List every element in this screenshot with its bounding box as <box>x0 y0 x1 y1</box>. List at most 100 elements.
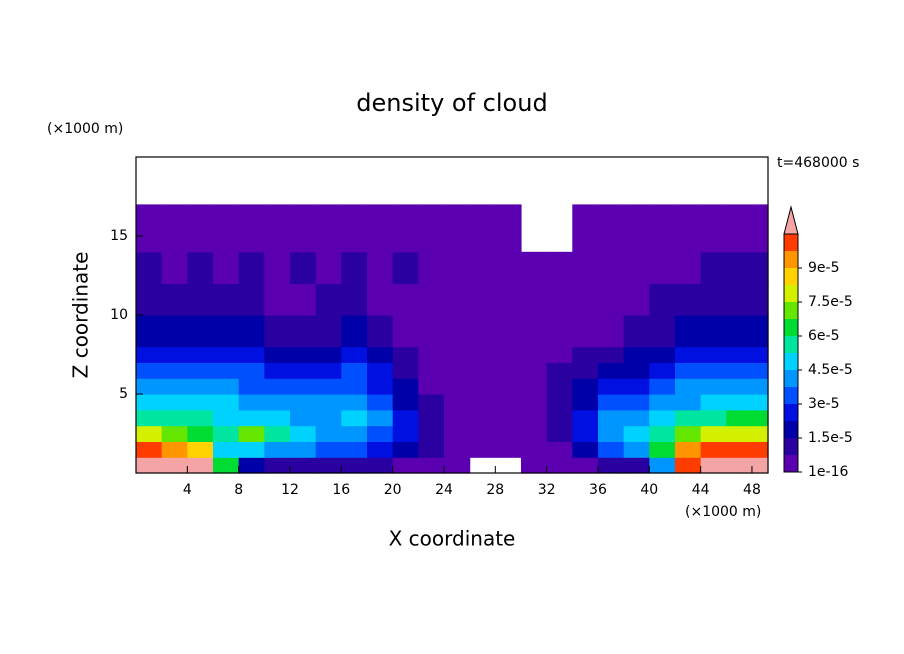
contour-cell <box>212 362 240 379</box>
contour-cell <box>418 283 445 316</box>
contour-cell <box>264 204 291 253</box>
contour-cell <box>366 362 394 379</box>
contour-cell <box>341 425 368 442</box>
contour-cell <box>136 362 163 379</box>
contour-cell <box>161 457 188 474</box>
contour-cell <box>726 251 753 284</box>
contour-cell <box>136 378 163 395</box>
contour-cell <box>726 346 753 363</box>
contour-cell <box>700 315 727 348</box>
contour-cell <box>392 362 419 379</box>
contour-cell <box>187 315 214 348</box>
contour-cell <box>136 346 163 363</box>
contour-cell <box>443 425 471 442</box>
contour-cell <box>674 394 702 411</box>
contour-cell <box>187 283 214 316</box>
contour-cell <box>751 204 769 253</box>
contour-cell <box>726 394 753 411</box>
contour-cell <box>495 283 522 316</box>
contour-cell <box>623 204 650 253</box>
contour-cell <box>264 362 291 379</box>
contour-cell <box>418 441 445 458</box>
contour-cell <box>264 457 291 474</box>
contour-cell <box>649 283 676 316</box>
contour-cell <box>674 425 702 442</box>
contour-cell <box>469 204 496 253</box>
colorbar-tick-label: 6e-5 <box>808 328 839 344</box>
contour-cell <box>392 204 419 253</box>
contour-cell <box>315 283 342 316</box>
contour-cell <box>674 378 702 395</box>
x-tick-label: 24 <box>435 482 453 498</box>
contour-cell <box>649 425 676 442</box>
contour-cell <box>392 315 419 348</box>
contour-cell <box>495 346 522 363</box>
contour-cell <box>597 251 625 284</box>
contour-cell <box>649 346 676 363</box>
contour-cell <box>469 251 496 284</box>
y-unit: (×1000 m) <box>47 121 123 137</box>
chart-title: density of cloud <box>356 89 547 117</box>
colorbar-tick-label: 1e-16 <box>808 464 848 480</box>
colorbar-band <box>784 319 798 336</box>
contour-cell <box>341 378 368 395</box>
colorbar-band <box>784 455 798 472</box>
contour-cell <box>238 409 265 427</box>
contour-cell <box>700 204 727 253</box>
contour-cell <box>572 409 599 427</box>
contour-cell <box>289 441 317 458</box>
contour-cell <box>289 346 317 363</box>
x-tick-label: 8 <box>234 482 243 498</box>
contour-cell <box>572 283 599 316</box>
contour-cell <box>520 441 548 458</box>
contour-cell <box>443 457 471 474</box>
contour-cell <box>264 346 291 363</box>
contour-cell <box>212 251 240 284</box>
contour-cell <box>623 457 650 474</box>
contour-cell <box>700 425 727 442</box>
contour-cell <box>520 315 548 348</box>
contour-cell <box>341 346 368 363</box>
contour-cell <box>418 315 445 348</box>
contour-cell <box>700 441 727 458</box>
contour-cell <box>597 409 625 427</box>
contour-cell <box>187 425 214 442</box>
contour-cell <box>341 315 368 348</box>
contour-cell <box>546 346 573 363</box>
colorbar-band <box>784 387 798 404</box>
contour-cell <box>187 457 214 474</box>
contour-cell <box>212 378 240 395</box>
contour-cell <box>341 457 368 474</box>
contour-cell <box>366 409 394 427</box>
contour-cell <box>264 283 291 316</box>
contour-cell <box>366 346 394 363</box>
contour-cell <box>597 441 625 458</box>
contour-cell <box>726 457 753 474</box>
contour-cell <box>341 362 368 379</box>
colorbar-tick-label: 4.5e-5 <box>808 362 853 378</box>
colorbar-band <box>784 370 798 387</box>
contour-cell <box>392 394 419 411</box>
contour-cell <box>392 457 419 474</box>
contour-cell <box>187 204 214 253</box>
contour-cell <box>546 441 573 458</box>
contour-cell <box>264 441 291 458</box>
contour-cell <box>674 346 702 363</box>
contour-cell <box>289 425 317 442</box>
contour-cell <box>264 394 291 411</box>
contour-cell <box>238 251 265 284</box>
contour-cell <box>187 394 214 411</box>
colorbar-band <box>784 421 798 438</box>
contour-cell <box>418 251 445 284</box>
contour-cell <box>187 346 214 363</box>
contour-cell <box>341 441 368 458</box>
contour-cell <box>751 441 769 458</box>
contour-cell <box>212 441 240 458</box>
contour-cell <box>469 346 496 363</box>
contour-cell <box>366 378 394 395</box>
contour-cell <box>187 378 214 395</box>
contour-cell <box>495 441 522 458</box>
contour-cell <box>392 346 419 363</box>
contour-cell <box>674 315 702 348</box>
contour-cell <box>366 315 394 348</box>
